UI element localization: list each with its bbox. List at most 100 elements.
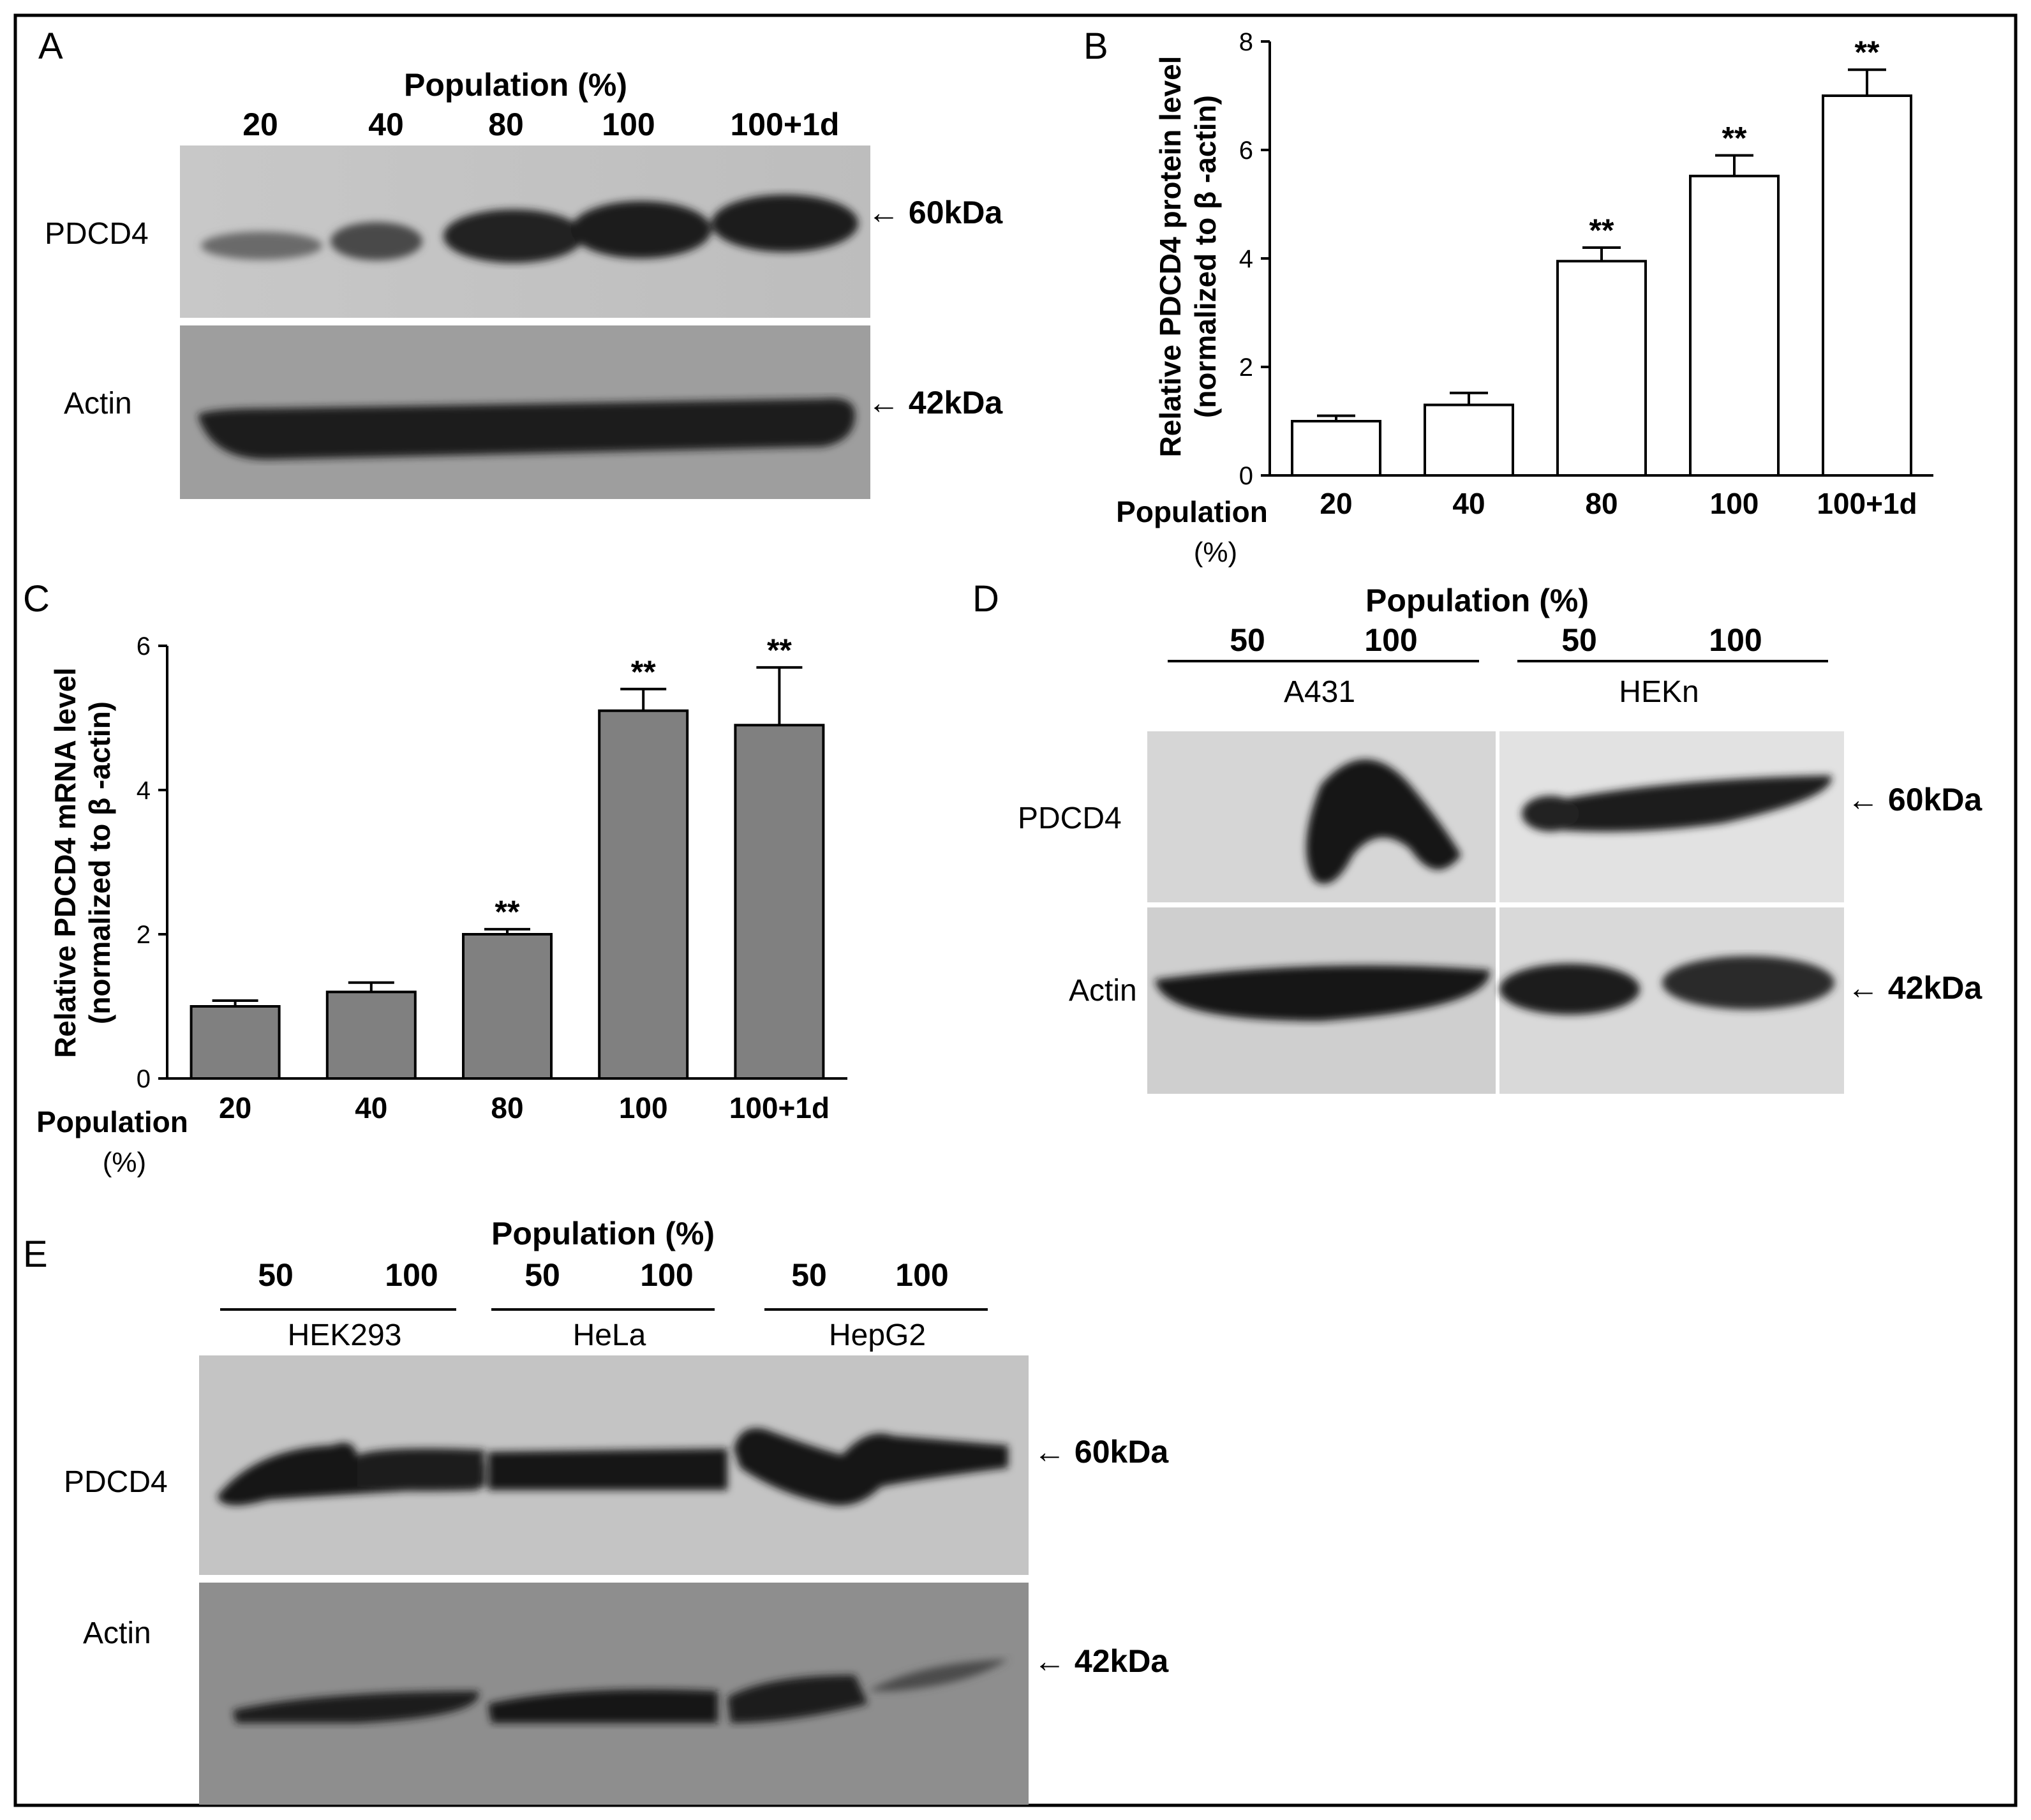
y-axis-title: (normalized to β -actin) (83, 701, 116, 1024)
panel-d-lane-labels: 50 100 50 100 (1230, 622, 1762, 658)
x-tick-label: 40 (1452, 487, 1485, 520)
x-axis-title: (%) (103, 1147, 146, 1178)
lane-label: 50 (258, 1257, 294, 1293)
lane-label: 100 (1709, 622, 1762, 658)
bar (598, 709, 689, 1080)
marker-label: ← 60kDa (868, 195, 1003, 230)
x-tick-label: 40 (355, 1091, 387, 1124)
x-tick-label: 100+1d (729, 1091, 830, 1124)
lane-label: 100+1d (731, 107, 840, 142)
panel-e-header: Population (%) (491, 1216, 715, 1251)
lane-label: 100 (640, 1257, 693, 1293)
panel-b: B Relative PDCD4 protein level (normaliz… (1083, 26, 1933, 568)
row-label: PDCD4 (64, 1465, 168, 1499)
bar (734, 724, 825, 1080)
panel-e: E Population (%) 50 100 50 100 50 100 HE… (23, 1216, 1169, 1805)
panel-c: C Relative PDCD4 mRNA level (normalized … (23, 578, 847, 1178)
significance-label: ** (767, 632, 792, 668)
lane-label: 50 (791, 1257, 827, 1293)
bar (1689, 174, 1780, 477)
x-tick-label: 20 (219, 1091, 251, 1124)
lane-label: 50 (1230, 622, 1265, 658)
significance-label: ** (1589, 213, 1614, 248)
blot-bands-actin-e (233, 1659, 1008, 1723)
row-label: Actin (1069, 974, 1137, 1008)
y-tick-label: 8 (1239, 28, 1253, 56)
panel-a-header: Population (%) (404, 67, 627, 103)
y-tick-label: 4 (137, 777, 151, 805)
panel-a-lane-labels: 20 40 80 100 100+1d (242, 107, 839, 142)
y-tick-label: 4 (1239, 245, 1253, 273)
bar (1556, 260, 1647, 477)
marker-label: ← 42kDa (1034, 1643, 1169, 1679)
significance-label: ** (631, 654, 656, 690)
lane-label: 100 (1364, 622, 1417, 658)
bar (1291, 420, 1381, 477)
blot-bands-actin-d (1155, 956, 1834, 1021)
x-tick-label: 80 (1585, 487, 1618, 520)
y-tick-label: 0 (137, 1065, 151, 1093)
panel-c-letter: C (23, 578, 50, 620)
bar (325, 990, 417, 1080)
panel-e-lane-labels: 50 100 50 100 50 100 (258, 1257, 949, 1293)
row-label: Actin (64, 387, 132, 421)
x-tick-label: 20 (1320, 487, 1352, 520)
lane-label: 80 (488, 107, 524, 142)
chart-b: 0 2 4 6 8 20 40 ** 80 ** 100 ** 100+1d (1239, 28, 1933, 520)
marker-label: ← 60kDa (1847, 782, 1983, 817)
y-axis-title: Relative PDCD4 mRNA level (48, 668, 82, 1058)
blot-bands-pdcd4-e (217, 1428, 1008, 1506)
blot-bands-pdcd4-d (1306, 759, 1832, 884)
lane-label: 20 (242, 107, 278, 142)
significance-label: ** (1855, 34, 1880, 70)
y-tick-label: 6 (1239, 137, 1253, 165)
panel-d: D Population (%) 50 100 50 100 A431 HEKn… (972, 578, 1983, 1094)
bar (1822, 94, 1912, 477)
x-tick-label: 100 (1710, 487, 1759, 520)
lane-label: 100 (385, 1257, 438, 1293)
lane-label: 100 (895, 1257, 948, 1293)
group-label: A431 (1284, 675, 1355, 709)
y-axis-title: (normalized to β -actin) (1189, 95, 1222, 418)
y-tick-label: 2 (137, 921, 151, 949)
group-label: HEK293 (288, 1318, 402, 1352)
marker-label: ← 42kDa (868, 385, 1003, 421)
row-label: Actin (83, 1616, 151, 1650)
row-label: PDCD4 (1018, 802, 1122, 835)
y-tick-label: 2 (1239, 354, 1253, 382)
bar (190, 1005, 281, 1080)
lane-label: 100 (602, 107, 655, 142)
significance-label: ** (495, 894, 520, 930)
panel-d-header: Population (%) (1365, 583, 1589, 618)
x-tick-label: 80 (491, 1091, 523, 1124)
x-tick-label: 100+1d (1817, 487, 1917, 520)
lane-label: 50 (1561, 622, 1597, 658)
group-label: HepG2 (829, 1318, 926, 1352)
blot-bands-pdcd4-a (201, 195, 858, 263)
panel-d-letter: D (972, 578, 999, 620)
group-label: HEKn (1619, 675, 1699, 709)
bar (462, 933, 553, 1080)
lane-label: 50 (524, 1257, 560, 1293)
blot-bands-actin-a (198, 398, 855, 459)
marker-label: ← 60kDa (1034, 1434, 1169, 1470)
y-tick-label: 0 (1239, 462, 1253, 490)
x-axis-title: Population (1116, 495, 1268, 528)
figure-border (13, 13, 2018, 1807)
x-tick-label: 100 (619, 1091, 668, 1124)
row-label: PDCD4 (45, 217, 149, 251)
y-tick-label: 6 (137, 632, 151, 660)
panel-a-letter: A (38, 26, 63, 67)
chart-c: 0 2 4 6 20 40 ** 80 ** 100 ** 100+1d (137, 632, 847, 1124)
x-axis-title: (%) (1194, 537, 1237, 568)
panel-a: A Population (%) 20 40 80 100 100+1d PDC… (38, 26, 1003, 499)
lane-label: 40 (368, 107, 404, 142)
marker-label: ← 42kDa (1847, 970, 1983, 1006)
panel-b-letter: B (1083, 26, 1108, 67)
bar (1424, 403, 1514, 477)
y-axis-title: Relative PDCD4 protein level (1154, 56, 1187, 458)
panel-e-letter: E (23, 1234, 48, 1275)
significance-label: ** (1722, 121, 1747, 156)
x-axis-title: Population (36, 1105, 188, 1138)
